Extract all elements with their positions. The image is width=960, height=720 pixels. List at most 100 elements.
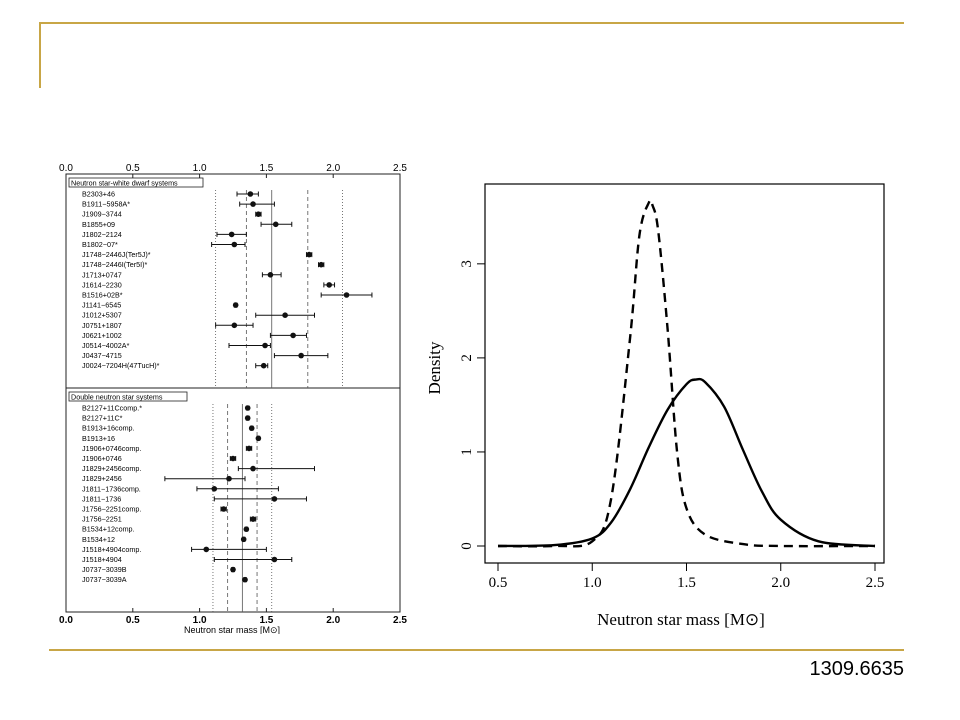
- x-tick-label: 2.0: [771, 575, 790, 591]
- left-chart-reference-lines: [212, 190, 343, 612]
- panel-ns-wd-systems: Neutron star-white dwarf systems B2303+46…: [68, 177, 373, 370]
- mass-point: [226, 475, 232, 482]
- mass-point: [290, 332, 296, 339]
- point-label: J1756−2251comp.: [82, 505, 141, 514]
- point-label: B1802−07*: [82, 240, 118, 249]
- point-label: J1518+4904comp.: [82, 545, 141, 554]
- point-label: J1829+2456comp.: [82, 464, 141, 473]
- point-label: J1811−1736comp.: [82, 484, 141, 493]
- y-tick-label: 2: [459, 354, 475, 362]
- point-label: J1012+5307: [82, 311, 122, 320]
- point-label: J1829+2456: [82, 474, 122, 483]
- bottom-tick-label: 0.5: [126, 615, 140, 626]
- top-tick-label: 0.0: [59, 163, 73, 174]
- point-label: J0024−7204H(47TucH)*: [82, 361, 160, 370]
- density-chart: 0.5 1.0 1.5 2.0 2.5 0 1 2 3 Density Neutron star…: [425, 183, 885, 629]
- left-chart-border: [65, 173, 401, 613]
- y-tick-label: 0: [459, 542, 475, 550]
- point-label: B1534+12comp.: [82, 525, 135, 534]
- accent-line-top: [39, 22, 904, 24]
- mass-point: [306, 251, 312, 258]
- point-label: J1909−3744: [82, 210, 122, 219]
- mass-point: [262, 342, 268, 349]
- panel-double-ns-systems: Double neutron star systems B2127+11Ccomp…: [68, 391, 315, 584]
- mass-point: [240, 536, 247, 543]
- mass-point: [228, 231, 235, 238]
- bottom-tick-label: 1.0: [193, 615, 207, 626]
- point-label: J1906+0746comp.: [82, 444, 141, 453]
- mass-point: [272, 221, 279, 228]
- point-label: J1802−2124: [82, 230, 122, 239]
- mass-point: [230, 566, 236, 573]
- top-tick-label: 1.5: [259, 163, 273, 174]
- point-label: J0514−4002A*: [82, 341, 130, 350]
- mass-point: [250, 465, 256, 472]
- point-label: J1811−1736: [82, 494, 121, 503]
- point-label: B1913+16: [82, 434, 115, 443]
- mass-point: [255, 435, 262, 442]
- mass-point: [282, 312, 288, 318]
- mass-point: [244, 415, 251, 421]
- mass-point: [243, 526, 250, 532]
- right-chart-frame: [484, 183, 885, 564]
- mass-point: [250, 201, 256, 207]
- panel-title: Neutron star-white dwarf systems: [71, 179, 178, 188]
- mass-point: [232, 302, 239, 308]
- density-curve-solid: [497, 377, 876, 548]
- right-chart-x-axis-label: Neutron star mass [M⊙]: [597, 610, 765, 629]
- accent-line-left: [39, 22, 41, 88]
- point-label: B1913+16comp.: [82, 424, 135, 433]
- panel-title: Double neutron star systems: [71, 393, 163, 402]
- point-label: B1534+12: [82, 535, 115, 544]
- mass-point: [231, 322, 238, 329]
- mass-point: [326, 282, 332, 288]
- mass-point: [260, 362, 267, 369]
- bottom-tick-label: 2.0: [326, 615, 340, 626]
- mass-point: [343, 292, 350, 298]
- right-chart-y-axis-label: Density: [425, 341, 444, 394]
- mass-point: [203, 546, 210, 553]
- point-label: J1614−2230: [82, 280, 122, 289]
- mass-point: [247, 191, 254, 197]
- left-chart-ticks: 0.0 0.0 0.5 0.5 1.0 1.0 1.5 1.5 2.0 2.0 2.5 2.5: [59, 163, 407, 626]
- panel-title-box: [68, 177, 204, 188]
- y-tick-label: 3: [459, 260, 475, 268]
- point-label: J1748−2446J(Ter5J)*: [82, 250, 151, 259]
- mass-point: [211, 486, 218, 492]
- mass-point: [220, 506, 227, 512]
- point-label: B2127+11Ccomp.*: [82, 404, 142, 413]
- point-label: B2127+11C*: [82, 414, 123, 423]
- point-label: B2303+46: [82, 190, 115, 199]
- top-tick-label: 2.5: [393, 163, 407, 174]
- right-chart-series: [497, 198, 876, 548]
- point-label: J0737−3039B: [82, 565, 127, 574]
- top-tick-label: 0.5: [126, 163, 140, 174]
- x-tick-label: 2.5: [866, 575, 885, 591]
- point-label: B1516+02B*: [82, 291, 123, 300]
- mass-point: [244, 405, 251, 411]
- right-chart-border: [484, 183, 885, 564]
- y-tick-label: 1: [459, 448, 475, 456]
- x-tick-label: 0.5: [489, 575, 508, 591]
- mass-point: [298, 352, 304, 359]
- mass-point: [242, 576, 248, 583]
- slide-identifier: 1309.6635: [809, 658, 904, 680]
- density-curve-dashed: [497, 198, 876, 548]
- left-chart-x-axis-label: Neutron star mass [M⊙]: [184, 625, 280, 634]
- accent-line-bottom: [49, 649, 904, 651]
- mass-point: [230, 455, 236, 462]
- point-label: J0751+1807: [82, 321, 122, 330]
- point-label: B1855+09: [82, 220, 115, 229]
- top-tick-label: 2.0: [326, 163, 340, 174]
- x-tick-label: 1.5: [677, 575, 696, 591]
- mass-point: [248, 425, 255, 432]
- point-label: J1713+0747: [82, 270, 122, 279]
- left-chart-panels: Neutron star-white dwarf systems B2303+46…: [68, 177, 373, 584]
- mass-point: [271, 556, 278, 563]
- point-label: J1756−2251: [82, 515, 122, 524]
- mass-measurements-chart: 0.0 0.0 0.5 0.5 1.0 1.0 1.5 1.5 2.0 2.0 2.5 2.5 Neu…: [59, 163, 407, 634]
- x-tick-label: 1.0: [583, 575, 602, 591]
- mass-point: [271, 496, 278, 502]
- mass-point: [318, 261, 324, 268]
- bottom-tick-label: 1.5: [259, 615, 273, 626]
